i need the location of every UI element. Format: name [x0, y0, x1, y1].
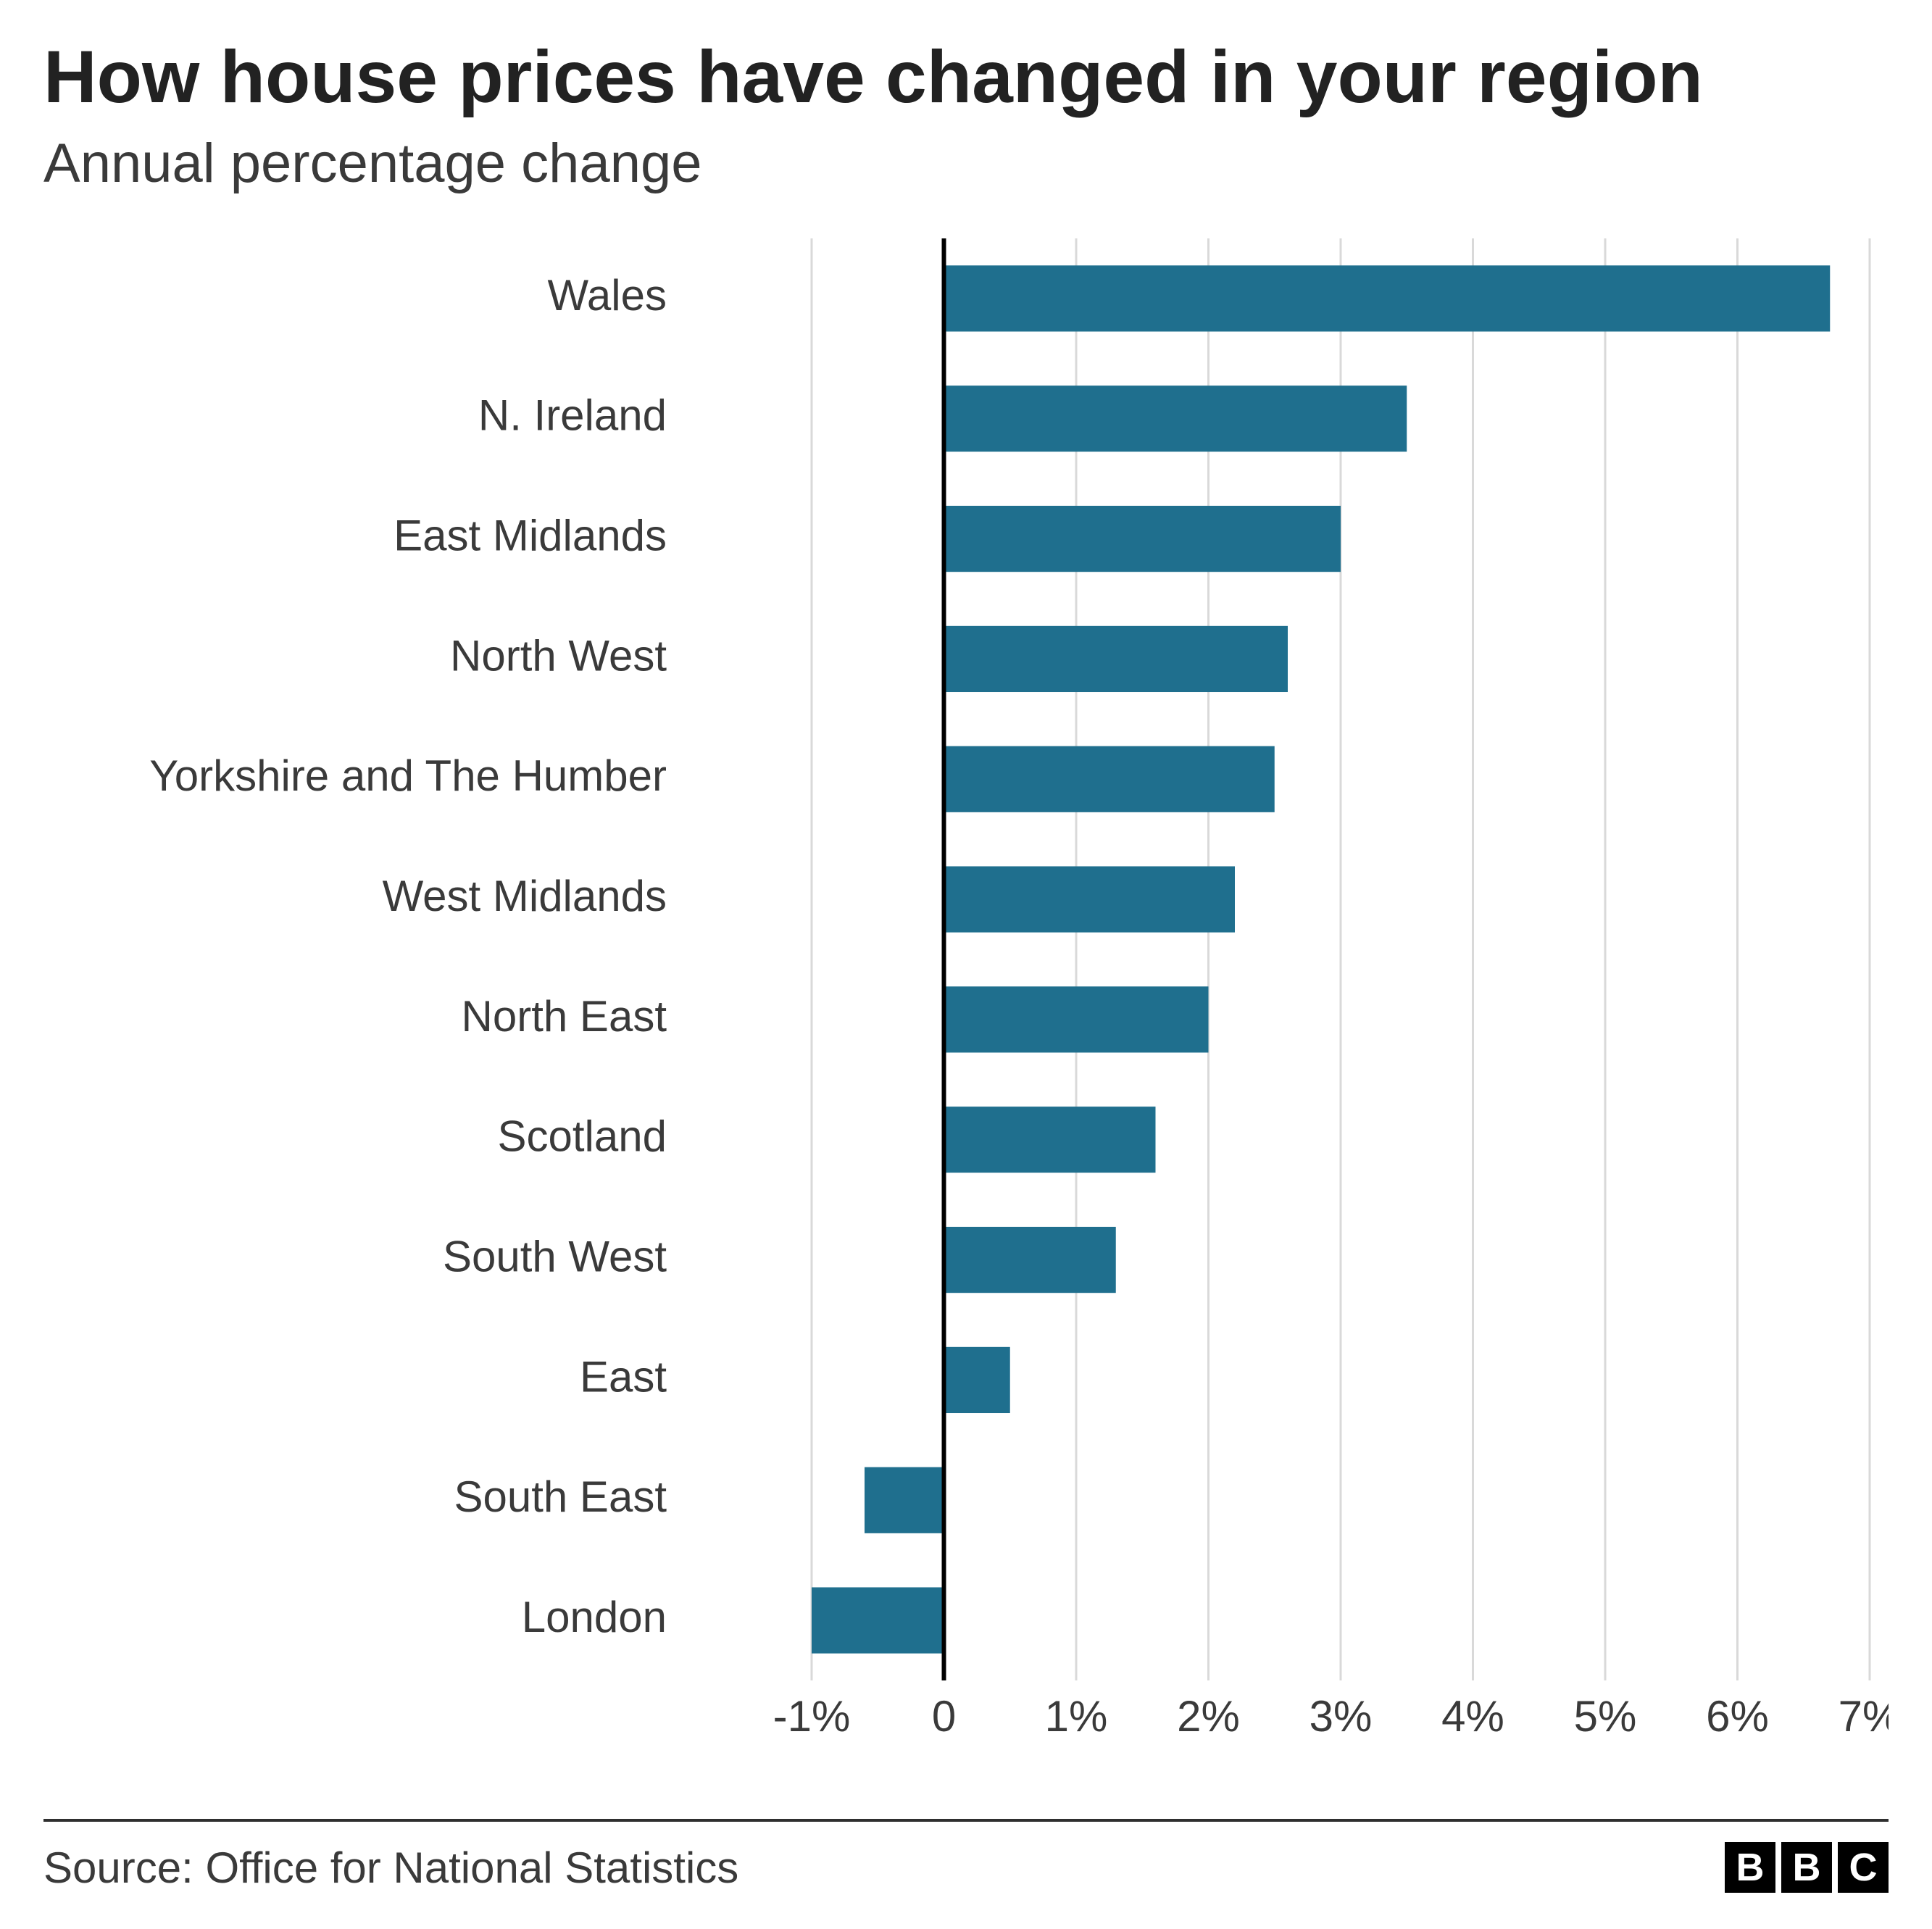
x-tick-label: -1% — [773, 1692, 851, 1741]
logo-letter-b1: B — [1725, 1842, 1775, 1893]
x-tick-label: 4% — [1441, 1692, 1504, 1741]
x-tick-label: 2% — [1177, 1692, 1240, 1741]
category-label: Yorkshire and The Humber — [149, 751, 667, 800]
category-label: South West — [443, 1233, 667, 1281]
category-label: East Midlands — [394, 512, 667, 560]
category-label: West Midlands — [383, 872, 667, 920]
category-label: North West — [450, 631, 667, 680]
bar — [944, 506, 1341, 572]
bar — [944, 867, 1236, 933]
chart-title: How house prices have changed in your re… — [43, 36, 1889, 117]
category-label: South East — [454, 1472, 667, 1521]
bar — [944, 1347, 1010, 1413]
category-label: Scotland — [498, 1112, 667, 1161]
category-label: N. Ireland — [478, 391, 667, 440]
category-label: East — [580, 1352, 667, 1401]
bar — [944, 1107, 1156, 1172]
chart-page: How house prices have changed in your re… — [0, 0, 1932, 1929]
x-tick-label: 6% — [1706, 1692, 1769, 1741]
x-tick-label: 5% — [1574, 1692, 1637, 1741]
bar — [944, 746, 1275, 812]
bbc-logo: B B C — [1725, 1842, 1889, 1893]
bar — [944, 987, 1209, 1053]
category-label: Wales — [548, 271, 667, 320]
bar — [944, 1227, 1116, 1293]
category-label: London — [522, 1593, 667, 1641]
category-label: North East — [462, 992, 667, 1041]
chart-area: -1% 0 1% 2% 3% 4% 5% 6% 7% Wales N. Ireland East Mi… — [43, 224, 1889, 1767]
bar — [944, 266, 1831, 332]
bar — [865, 1467, 944, 1533]
bar — [812, 1588, 944, 1654]
x-tick-label: 3% — [1309, 1692, 1373, 1741]
logo-letter-c: C — [1838, 1842, 1889, 1893]
bar — [944, 626, 1288, 692]
bar-chart-svg: -1% 0 1% 2% 3% 4% 5% 6% 7% Wales N. Ireland East Mi… — [43, 224, 1889, 1782]
logo-letter-b2: B — [1781, 1842, 1832, 1893]
bar — [944, 386, 1407, 451]
x-tick-label: 1% — [1045, 1692, 1108, 1741]
chart-footer: Source: Office for National Statistics B… — [43, 1819, 1889, 1893]
chart-subtitle: Annual percentage change — [43, 132, 1889, 195]
x-tick-label: 7% — [1839, 1692, 1889, 1741]
x-tick-label: 0 — [932, 1692, 956, 1741]
source-label: Source: Office for National Statistics — [43, 1843, 738, 1893]
